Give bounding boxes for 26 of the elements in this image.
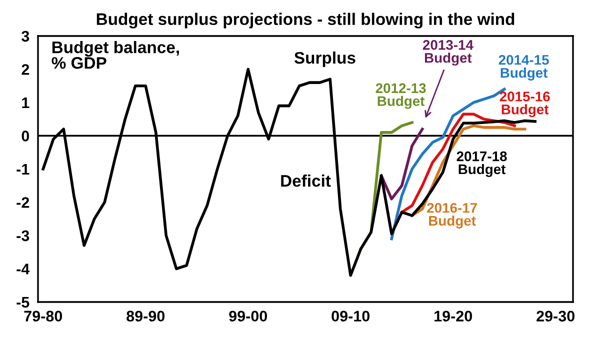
y-tick-label: -3 [16,230,30,242]
y-tick-label: 0 [22,130,30,142]
y-tick-label: -4 [16,264,30,274]
series-label: 2015-16 Budget [500,92,550,118]
chart-title: Budget surplus projections - still blowing in the wind [96,12,514,28]
x-tick-label: 79-80 [24,310,62,322]
y-tick-label: 3 [22,30,30,42]
x-tick-label: 89-90 [126,310,165,322]
x-tick-label: 09-10 [332,310,370,322]
x-tick-label: 29-30 [536,310,574,322]
y-tick-label: 2 [22,64,30,75]
x-tick-label: 99-00 [229,310,268,322]
y-tick-label: -1 [16,164,30,175]
line-series [380,128,424,200]
text: 2013-14 Budget [422,40,474,66]
annotation: Surplus [294,52,356,68]
series-label: 2014-15 Budget [498,54,549,81]
annotation: Budget balance, % GDP [52,40,179,69]
x-tick-label: 19-20 [434,310,472,322]
y-tick-label: 1 [22,98,30,108]
series-label: 2016-17 Budget [427,202,477,229]
y-tick-label: -5 [16,297,30,308]
series-label: 2012-13 Budget [376,83,426,109]
annotation: Deficit [281,174,331,187]
y-tick-label: -2 [16,197,30,208]
series-label: 2017-18 Budget [456,151,507,177]
